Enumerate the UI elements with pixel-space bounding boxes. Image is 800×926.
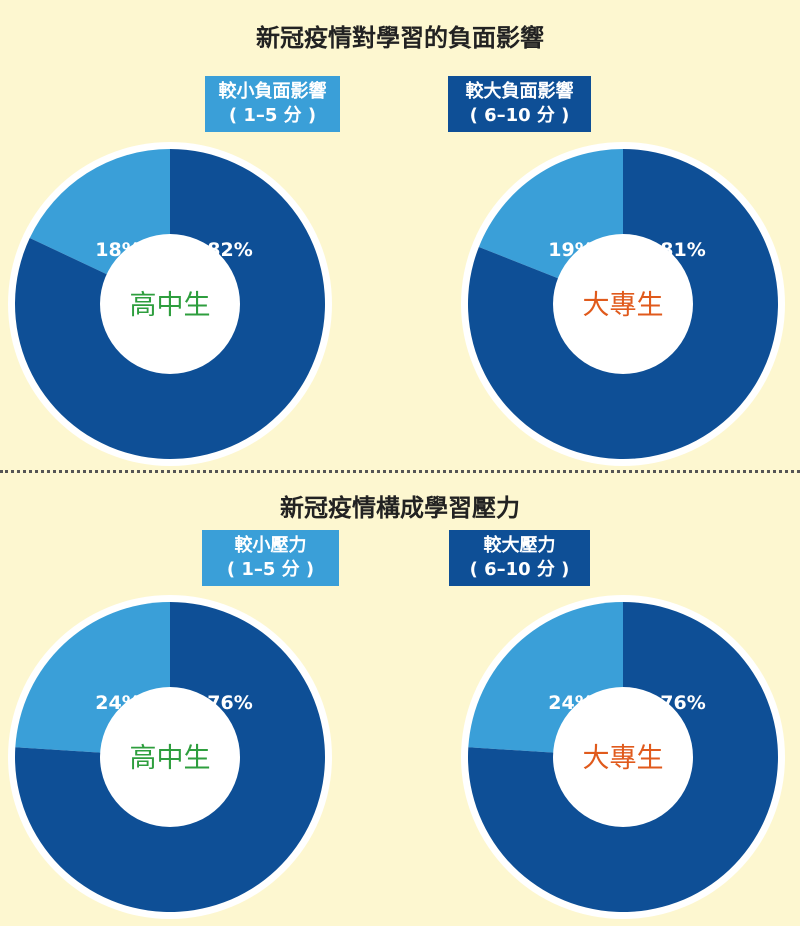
donut-center-label: 大專生 xyxy=(583,290,664,321)
slice-label-small: 18% xyxy=(95,239,140,261)
donut-chart-high-school-stress: 24% 76% 高中生 xyxy=(8,595,332,919)
slice-label-large: 82% xyxy=(207,239,252,261)
donut-center-label: 高中生 xyxy=(130,743,211,774)
legend-large-line1: 較大壓力 xyxy=(483,535,556,556)
donut-center-label: 大專生 xyxy=(583,743,664,774)
donut-hole xyxy=(100,234,240,374)
slice-label-large: 76% xyxy=(207,692,252,714)
section-title-negative-impact: 新冠疫情對學習的負面影響 xyxy=(256,24,544,52)
legend-small-stress: 較小壓力 ( 1–5 分 ) xyxy=(202,530,339,586)
slice-label-large: 76% xyxy=(660,692,705,714)
legend-large-negative-impact: 較大負面影響 ( 6–10 分 ) xyxy=(448,76,591,132)
legend-large-line2: ( 6–10 分 ) xyxy=(469,105,570,126)
donut-hole xyxy=(553,687,693,827)
donut-chart-tertiary-stress: 24% 76% 大專生 xyxy=(461,595,785,919)
donut-chart-tertiary-impact: 19% 81% 大專生 xyxy=(461,142,785,466)
donut-chart-high-school-impact: 18% 82% 高中生 xyxy=(8,142,332,466)
legend-small-line1: 較小壓力 xyxy=(234,535,307,556)
legend-small-line1: 較小負面影響 xyxy=(218,81,327,102)
slice-label-small: 24% xyxy=(548,692,593,714)
section-title-stress: 新冠疫情構成學習壓力 xyxy=(280,494,520,522)
legend-large-line1: 較大負面影響 xyxy=(465,81,574,102)
legend-small-negative-impact: 較小負面影響 ( 1–5 分 ) xyxy=(205,76,340,132)
donut-hole xyxy=(100,687,240,827)
slice-label-small: 19% xyxy=(548,239,593,261)
slice-label-small: 24% xyxy=(95,692,140,714)
slice-label-large: 81% xyxy=(660,239,705,261)
donut-center-label: 高中生 xyxy=(130,290,211,321)
legend-small-line2: ( 1–5 分 ) xyxy=(228,105,317,126)
legend-small-line2: ( 1–5 分 ) xyxy=(226,559,315,580)
legend-large-stress: 較大壓力 ( 6–10 分 ) xyxy=(449,530,590,586)
legend-large-line2: ( 6–10 分 ) xyxy=(469,559,570,580)
section-divider xyxy=(0,470,800,473)
donut-hole xyxy=(553,234,693,374)
